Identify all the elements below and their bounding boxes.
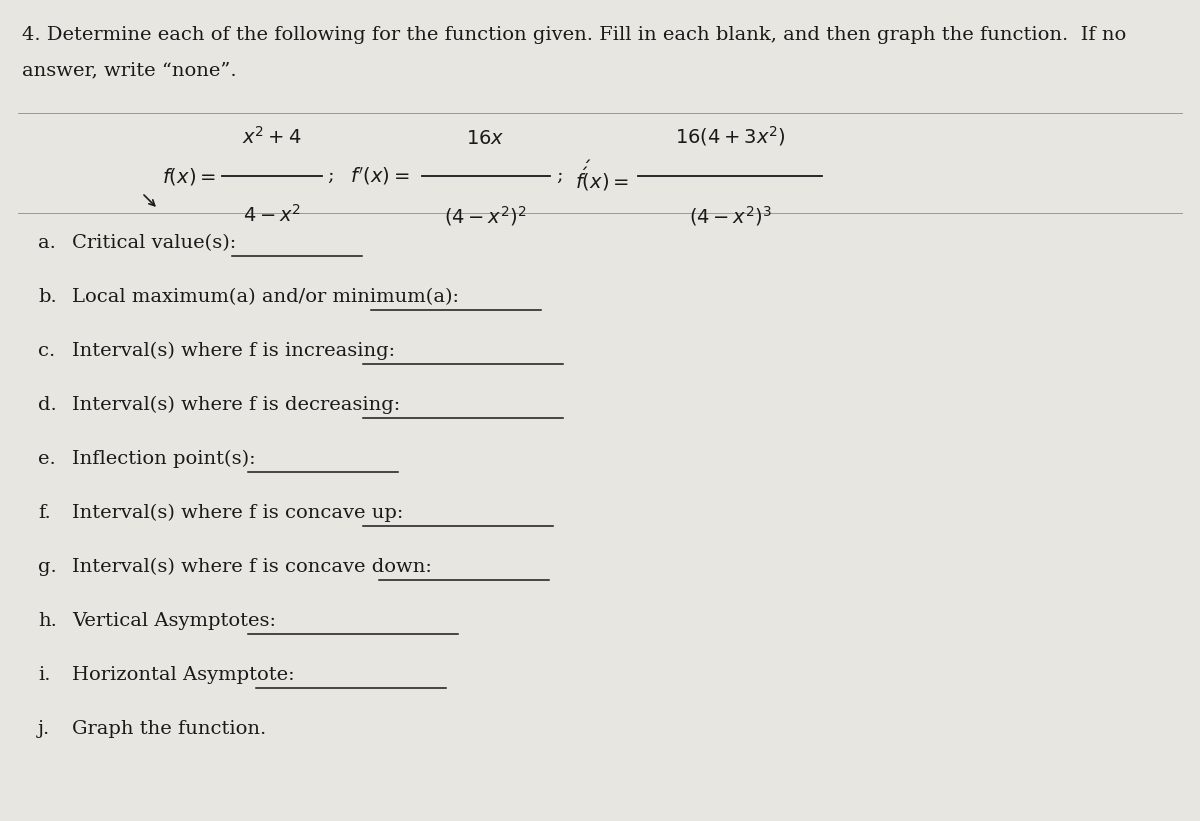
Text: Interval(s) where f is decreasing:: Interval(s) where f is decreasing: <box>72 396 401 414</box>
Text: b.: b. <box>38 288 56 306</box>
Text: $x^2 + 4$: $x^2 + 4$ <box>242 126 301 148</box>
Text: h.: h. <box>38 612 56 630</box>
Text: d.: d. <box>38 396 56 414</box>
Text: Interval(s) where f is concave down:: Interval(s) where f is concave down: <box>72 558 432 576</box>
Text: a.: a. <box>38 234 56 252</box>
Text: g.: g. <box>38 558 56 576</box>
Text: c.: c. <box>38 342 55 360</box>
Text: $(4 - x^2)^3$: $(4 - x^2)^3$ <box>689 204 772 228</box>
Text: ;: ; <box>556 167 563 185</box>
Text: answer, write “none”.: answer, write “none”. <box>22 61 236 79</box>
Text: $16x$: $16x$ <box>466 130 504 148</box>
Text: Graph the function.: Graph the function. <box>72 720 266 738</box>
Text: $f(x) =$: $f(x) =$ <box>162 166 216 186</box>
Text: $4 - x^2$: $4 - x^2$ <box>242 204 301 226</box>
Text: e.: e. <box>38 450 55 468</box>
Text: j.: j. <box>38 720 50 738</box>
Text: $f\'\'(x) =$: $f\'\'(x) =$ <box>575 158 629 194</box>
Text: $(4 - x^2)^2$: $(4 - x^2)^2$ <box>444 204 527 228</box>
Text: f.: f. <box>38 504 50 522</box>
Text: Critical value(s):: Critical value(s): <box>72 234 236 252</box>
Text: i.: i. <box>38 666 50 684</box>
Text: $16(4 + 3x^2)$: $16(4 + 3x^2)$ <box>674 124 786 148</box>
Text: Interval(s) where f is increasing:: Interval(s) where f is increasing: <box>72 342 395 360</box>
Text: Local maximum(a) and/or minimum(a):: Local maximum(a) and/or minimum(a): <box>72 288 458 306</box>
Text: Inflection point(s):: Inflection point(s): <box>72 450 256 468</box>
Text: Interval(s) where f is concave up:: Interval(s) where f is concave up: <box>72 504 403 522</box>
Text: $f'(x) =$: $f'(x) =$ <box>350 165 409 187</box>
Text: Vertical Asymptotes:: Vertical Asymptotes: <box>72 612 276 630</box>
Text: Horizontal Asymptote:: Horizontal Asymptote: <box>72 666 295 684</box>
Text: ;: ; <box>326 167 334 185</box>
Text: 4. Determine each of the following for the function given. Fill in each blank, a: 4. Determine each of the following for t… <box>22 26 1127 44</box>
